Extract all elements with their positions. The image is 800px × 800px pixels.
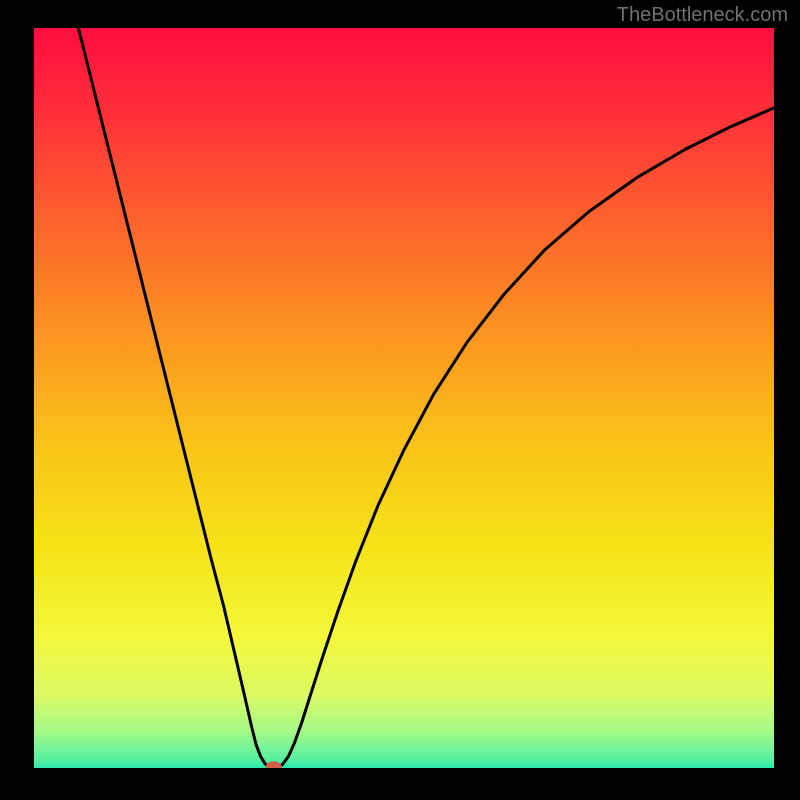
minimum-marker	[266, 761, 282, 768]
chart-curve-layer	[34, 28, 774, 768]
chart-plot-area	[34, 28, 774, 768]
watermark-text: TheBottleneck.com	[617, 4, 788, 27]
bottleneck-curve	[78, 28, 774, 768]
